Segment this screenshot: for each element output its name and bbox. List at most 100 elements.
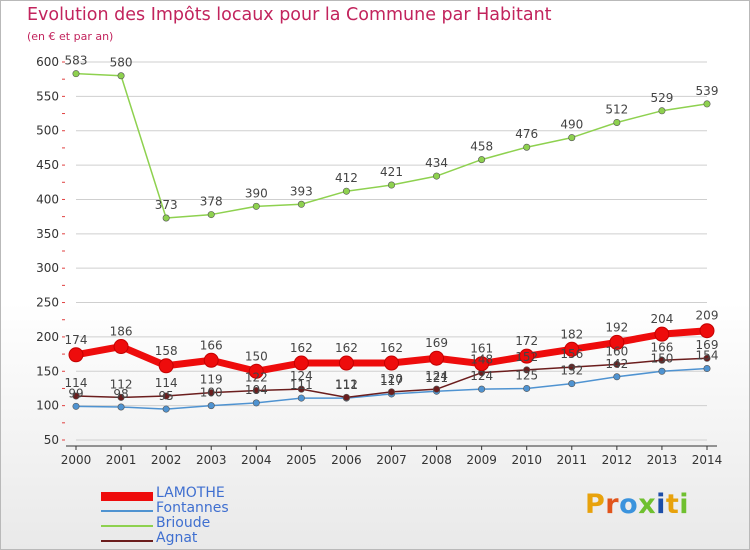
data-point [658,356,666,364]
data-point [568,134,576,142]
chart-subtitle: (en € et par an) [27,30,114,43]
data-label: 152 [515,350,538,364]
data-label: 166 [650,340,673,354]
data-label: 154 [696,349,719,363]
data-point [162,214,170,222]
data-point [568,380,576,388]
logo-letter: t [665,489,680,520]
logo-letter: P [585,489,606,520]
data-point [609,334,625,350]
x-tick-label: 2004 [241,453,272,467]
data-point [433,385,441,393]
data-point [297,385,305,393]
data-label: 412 [335,171,358,185]
data-point [342,393,350,401]
data-point [433,172,441,180]
x-tick-label: 2009 [466,453,497,467]
data-label: 174 [65,333,88,347]
data-point [252,202,260,210]
data-point [613,118,621,126]
data-label: 124 [425,369,448,383]
series-line [75,72,708,219]
data-label: 186 [110,325,133,339]
data-label: 458 [470,140,493,154]
legend-swatch [101,491,153,501]
data-point [117,72,125,80]
chart-title: Evolution des Impôts locaux pour la Comm… [27,5,552,25]
data-label: 393 [290,184,313,198]
data-label: 512 [605,102,628,116]
data-point [72,402,80,410]
axes: 50 100 150 200 250 300 350 400 450 500 550 600 2000 2… [36,55,722,467]
x-tick-label: 2013 [647,453,678,467]
data-label: 122 [245,371,268,385]
data-point [158,358,174,374]
x-tick-label: 2005 [286,453,317,467]
data-point [564,341,580,357]
data-point [72,70,80,78]
data-label: 112 [335,377,358,391]
legend-label: Fontannes [156,500,229,516]
data-point [613,360,621,368]
data-label: 421 [380,165,403,179]
data-label: 124 [470,369,493,383]
data-label: 161 [470,342,493,356]
data-point [523,366,531,374]
data-label: 160 [605,344,628,358]
data-label: 158 [155,344,178,358]
data-label: 373 [155,198,178,212]
logo-letter: x [638,489,657,520]
legend-swatch [101,510,153,512]
logo-letter: r [605,489,620,520]
y-tick-label: 150 [36,364,59,378]
data-point [429,350,445,366]
data-point [248,363,264,379]
legend-swatch [101,525,153,527]
data-label: 172 [515,334,538,348]
data-label: 121 [425,371,448,385]
data-label: 169 [696,338,719,352]
data-point [474,356,490,372]
data-label: 378 [200,195,223,209]
data-label: 162 [290,341,313,355]
data-label: 98 [113,387,128,401]
data-point [568,363,576,371]
data-point [387,181,395,189]
data-label: 182 [560,327,583,341]
data-point [384,355,399,371]
data-label: 112 [110,377,133,391]
y-tick-label: 250 [36,296,59,310]
data-point [703,354,711,362]
x-tick-label: 2001 [106,453,137,467]
legend-label: LAMOTHE [156,485,225,501]
data-point [297,394,305,402]
data-point [207,402,215,410]
y-tick-label: 600 [36,55,59,69]
data-label: 166 [200,338,223,352]
x-tick-label: 2002 [151,453,182,467]
data-label: 529 [650,91,673,105]
data-label: 104 [245,383,268,397]
data-label: 162 [380,341,403,355]
data-label: 95 [159,389,174,403]
data-label: 580 [110,56,133,70]
data-point [658,107,666,115]
data-point [523,384,531,392]
data-label: 100 [200,386,223,400]
y-tick-label: 500 [36,124,59,138]
legend-label: Agnat [156,530,198,546]
data-point [252,399,260,407]
data-label: 124 [290,369,313,383]
data-point [658,367,666,375]
gridlines [76,61,707,441]
data-point [703,100,711,108]
x-tick-label: 2014 [692,453,723,467]
data-label: 390 [245,186,268,200]
y-tick-label: 200 [36,330,59,344]
data-point [68,347,84,363]
data-point [387,388,395,396]
data-label: 192 [605,320,628,334]
logo-letter: o [619,489,639,520]
x-tick-label: 2008 [421,453,452,467]
data-point [654,326,670,342]
